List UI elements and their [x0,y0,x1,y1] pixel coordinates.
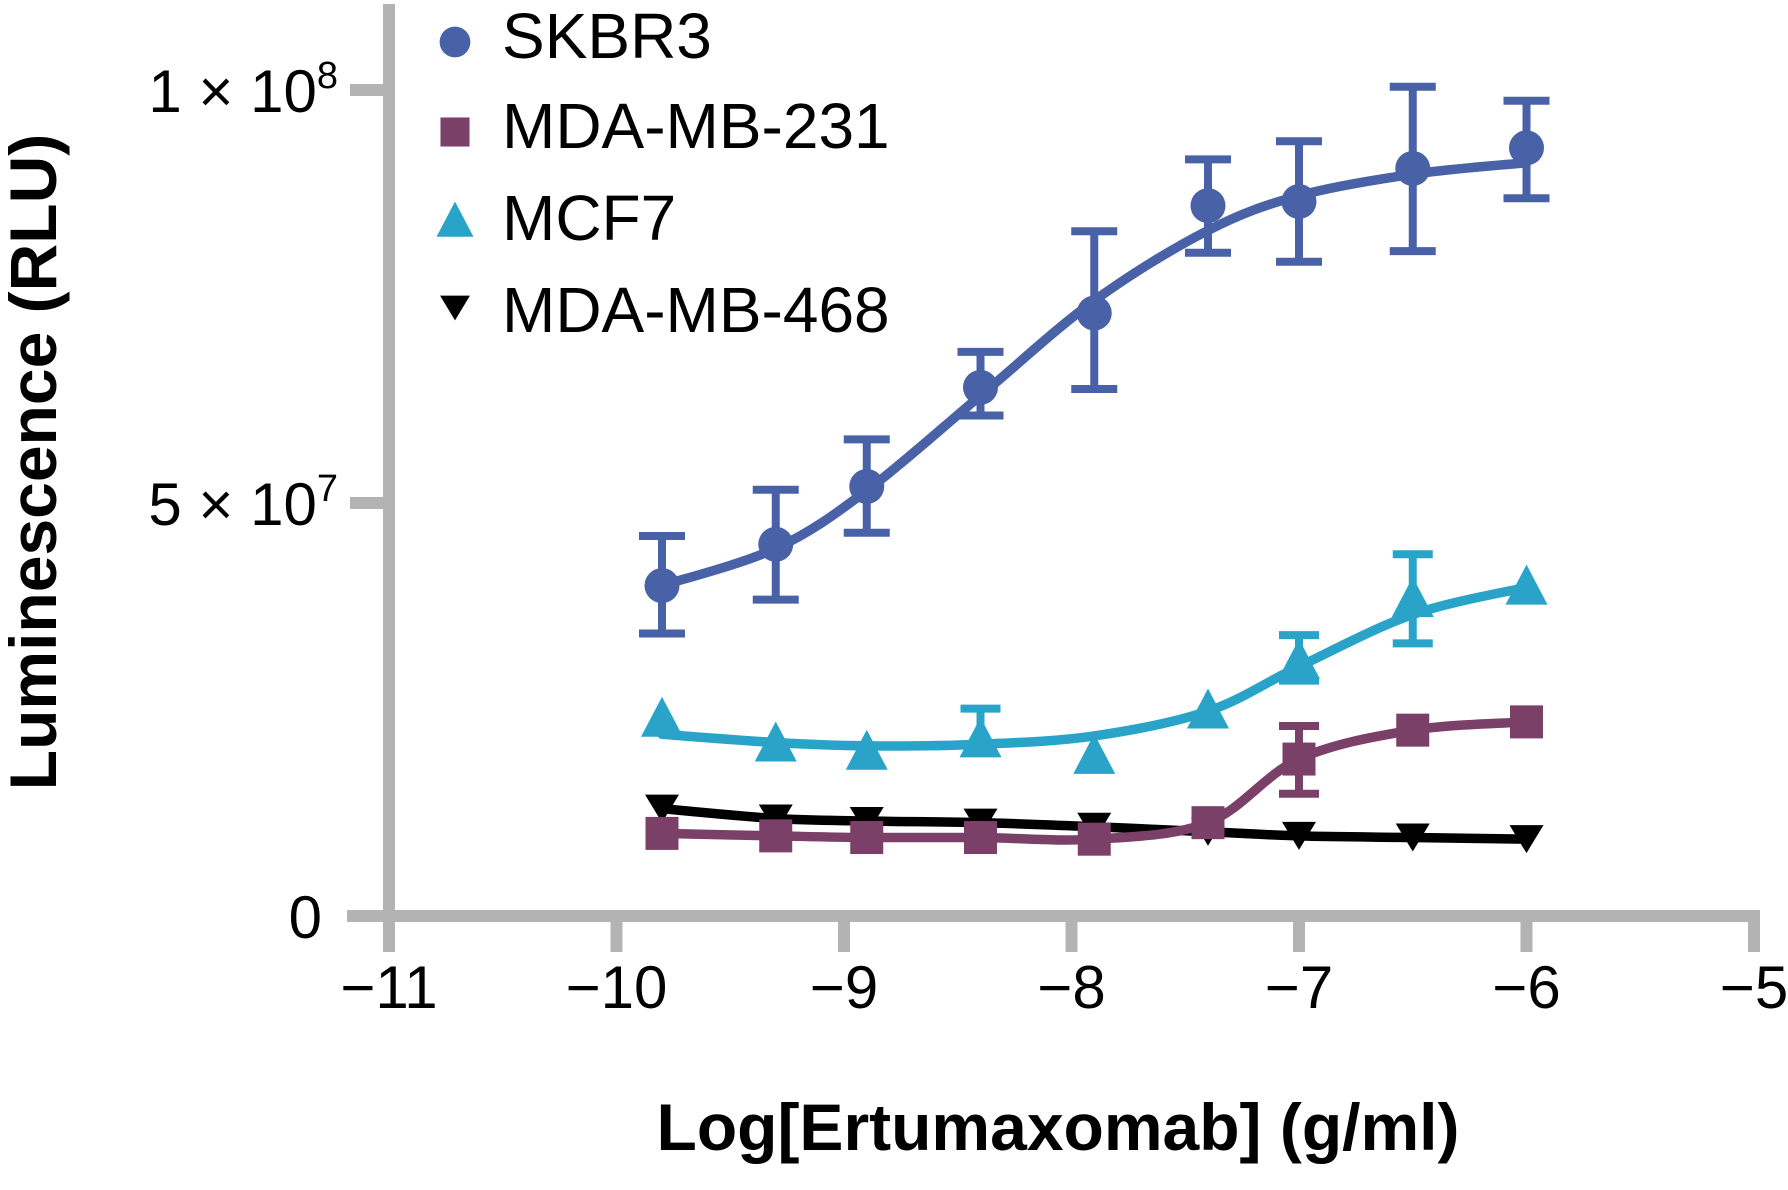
x-tick-label: −6 [1492,954,1560,1021]
circle-legend-icon [439,26,471,58]
triangle-down-legend-icon [440,295,470,321]
markers-skbr3 [644,130,1544,604]
axes [347,4,1760,952]
data-point-skbr3 [1076,295,1112,331]
x-tick-label: −5 [1720,954,1788,1021]
data-point-mda-mb-468 [1509,825,1544,854]
legend: SKBR3 MDA-MB-231 MCF7 MDA-MB-468 [436,0,890,346]
x-tick-label: −7 [1265,954,1333,1021]
data-point-skbr3 [849,468,885,504]
data-point-skbr3 [1509,130,1544,166]
data-point-mda-mb-231 [964,821,997,855]
legend-label-skbr3: SKBR3 [502,0,712,72]
data-point-mcf7 [1187,688,1229,729]
data-point-mda-mb-468 [758,804,793,833]
data-point-mcf7 [845,729,888,770]
legend-item-mda-mb-468: MDA-MB-468 [440,274,890,346]
data-point-skbr3 [758,526,794,562]
x-tick-label: −8 [1037,954,1105,1021]
data-point-mcf7 [641,696,683,737]
data-point-mda-mb-231 [1077,822,1111,856]
data-point-mcf7 [1391,576,1434,617]
data-point-mcf7 [1073,733,1116,774]
series-mcf7 [641,550,1548,774]
legend-item-mda-mb-231: MDA-MB-231 [440,90,890,162]
data-point-skbr3 [1281,184,1317,220]
markers-mda-mb-231 [645,705,1543,856]
series-skbr3 [639,82,1550,638]
data-point-mda-mb-231 [759,819,793,853]
legend-label-mda-mb-468: MDA-MB-468 [502,274,890,346]
legend-item-mcf7: MCF7 [436,182,676,254]
data-point-mcf7 [959,717,1002,758]
series-mda-mb-231 [645,705,1543,856]
data-point-mda-mb-231 [1396,713,1430,747]
data-point-skbr3 [1395,150,1431,186]
data-point-mda-mb-468 [645,794,679,823]
data-point-mda-mb-231 [1510,705,1543,739]
data-point-mcf7 [1505,564,1548,605]
data-point-skbr3 [963,369,998,405]
data-point-mcf7 [1278,638,1320,679]
data-point-mda-mb-231 [1282,742,1316,776]
legend-label-mcf7: MCF7 [502,182,676,254]
legend-item-skbr3: SKBR3 [439,0,712,72]
x-tick-label: −10 [566,954,668,1021]
data-point-mda-mb-231 [645,816,679,850]
triangle-up-legend-icon [436,201,474,237]
data-point-skbr3 [1190,188,1226,224]
data-point-mda-mb-231 [1191,806,1225,840]
data-point-mda-mb-231 [850,821,884,855]
tick-labels: −11 −10 −9 −8 −7 −6 −5 0 5 × 107 1 × 108 [148,55,1788,1021]
x-tick-label: −11 [340,954,437,1021]
data-point-mda-mb-468 [1282,821,1316,850]
y-tick-label: 0 [289,884,322,951]
y-tick-label: 1 × 108 [148,55,338,125]
data-point-mda-mb-468 [849,807,884,836]
data-point-skbr3 [644,568,680,604]
y-tick-label: 5 × 107 [148,468,338,538]
data-point-mda-mb-468 [1395,823,1430,852]
data-point-mcf7 [754,721,797,762]
markers-mcf7 [641,564,1548,774]
y-axis-title: Luminescence (RLU) [0,134,70,790]
x-axis-title: Log[Ertumaxomab] (g/ml) [657,1090,1460,1164]
legend-label-mda-mb-231: MDA-MB-231 [502,90,890,162]
x-tick-label: −9 [810,954,878,1021]
square-legend-icon [440,117,470,147]
